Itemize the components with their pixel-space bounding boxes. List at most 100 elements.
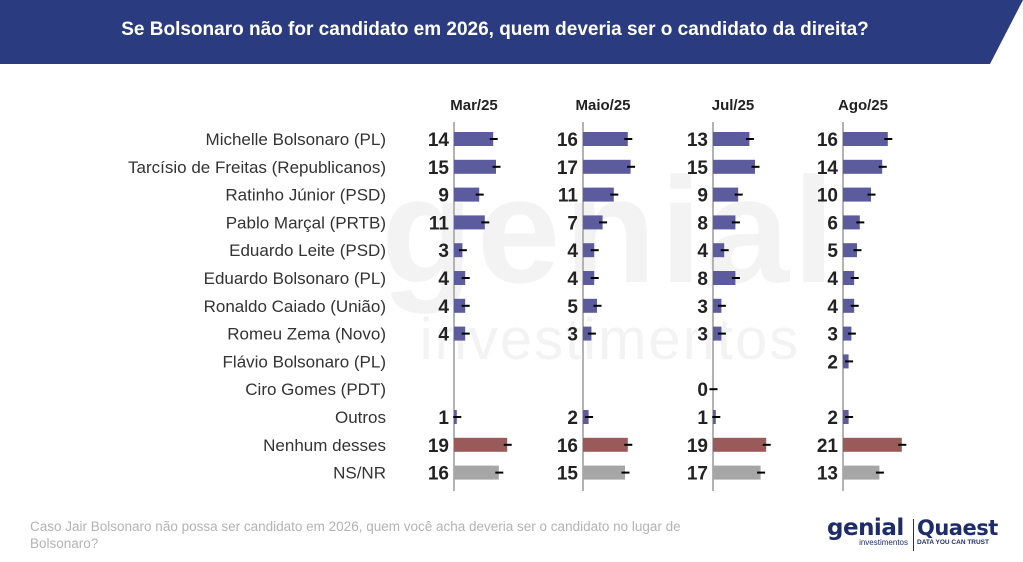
bar [843, 437, 902, 452]
bar [713, 132, 750, 146]
data-label: 8 [697, 269, 708, 290]
category-label: Ciro Gomes (PDT) [245, 380, 386, 399]
bar [583, 132, 628, 146]
bar [454, 243, 463, 258]
category-label: Eduardo Bolsonaro (PL) [204, 269, 386, 288]
bar [713, 159, 755, 174]
data-label: 14 [817, 158, 839, 179]
bar [843, 159, 883, 174]
panel-header: Mar/25 [450, 97, 498, 114]
bar [454, 271, 466, 285]
data-label: 9 [697, 186, 708, 207]
category-label: Flávio Bolsonaro (PL) [223, 352, 386, 371]
data-label: 3 [697, 297, 708, 318]
category-label: Pablo Marçal (PRTB) [226, 213, 386, 232]
data-label: 19 [428, 436, 449, 457]
data-label: 1 [438, 408, 449, 429]
data-label: 4 [438, 325, 449, 346]
bar [713, 187, 739, 202]
bar [454, 215, 485, 230]
bar [713, 437, 767, 452]
bar [454, 159, 496, 174]
bar [583, 271, 595, 285]
bar [583, 243, 595, 258]
category-label: Eduardo Leite (PSD) [229, 241, 386, 260]
data-label: 4 [438, 297, 449, 318]
header-banner [0, 0, 1023, 64]
bar [583, 187, 614, 202]
data-label: 3 [697, 325, 708, 346]
data-label: 1 [697, 408, 708, 429]
data-label: 4 [827, 297, 838, 318]
data-label: 13 [687, 130, 708, 151]
data-label: 16 [557, 130, 578, 151]
data-label: 0 [697, 380, 708, 401]
footnote: Caso Jair Bolsonaro não possa ser candid… [30, 519, 681, 551]
bar [713, 215, 736, 230]
bar [583, 159, 631, 174]
bar [454, 187, 480, 202]
data-label: 17 [557, 158, 578, 179]
chart-title: Se Bolsonaro não for candidato em 2026, … [121, 19, 869, 40]
data-label: 3 [438, 241, 449, 262]
bar [713, 271, 736, 285]
data-label: 15 [557, 464, 579, 485]
bar [454, 326, 466, 341]
data-label: 9 [438, 186, 449, 207]
data-label: 4 [567, 269, 578, 290]
data-label: 5 [827, 241, 838, 262]
category-label: Nenhum desses [263, 436, 386, 455]
data-label: 21 [817, 436, 839, 457]
data-label: 8 [697, 213, 708, 234]
bar [713, 465, 761, 480]
category-label: Tarcísio de Freitas (Republicanos) [128, 158, 386, 177]
bar [713, 298, 722, 313]
panel-header: Ago/25 [838, 97, 888, 114]
data-label: 4 [697, 241, 708, 262]
bar [843, 326, 852, 341]
category-label: Michelle Bolsonaro (PL) [206, 130, 386, 149]
bar [843, 132, 888, 146]
data-label: 17 [687, 464, 708, 485]
category-label: Romeu Zema (Novo) [227, 325, 386, 344]
data-label: 15 [428, 158, 450, 179]
bar [843, 215, 860, 230]
data-label: 14 [428, 130, 450, 151]
data-label: 2 [827, 408, 838, 429]
quaest-logo-sub: DATA YOU CAN TRUST [917, 539, 989, 546]
category-label: NS/NR [333, 464, 386, 483]
bar [454, 437, 508, 452]
data-label: 3 [567, 325, 578, 346]
data-label: 2 [827, 352, 838, 373]
panel-header: Maio/25 [575, 97, 630, 114]
bar-chart: Mar/25 Maio/25 Jul/25 Ago/25 Michelle Bolson… [128, 97, 907, 491]
data-label: 19 [687, 436, 708, 457]
quaest-logo: Quaest DATA YOU CAN TRUST [917, 515, 998, 555]
chart-header: Se Bolsonaro não for candidato em 2026, … [0, 0, 1023, 64]
bar [843, 465, 880, 480]
genial-logo-main: genial [827, 515, 904, 541]
data-label: 15 [687, 158, 709, 179]
bar [713, 326, 722, 341]
bar [843, 243, 857, 258]
category-label: Outros [335, 408, 386, 427]
bar [843, 187, 871, 202]
data-label: 16 [817, 130, 838, 151]
data-label: 2 [567, 408, 578, 429]
panel-header: Jul/25 [712, 97, 755, 114]
bar [583, 465, 625, 480]
bar [454, 465, 499, 480]
category-label: Ronaldo Caiado (União) [204, 297, 386, 316]
bar [843, 271, 855, 285]
quaest-logo-main: Quaest [917, 516, 998, 540]
data-label: 4 [567, 241, 578, 262]
data-label: 16 [557, 436, 578, 457]
data-label: 16 [428, 464, 449, 485]
bar [583, 298, 597, 313]
data-label: 7 [567, 213, 578, 234]
bar [843, 298, 855, 313]
data-label: 3 [827, 325, 838, 346]
bar [713, 243, 725, 258]
bar [454, 132, 494, 146]
category-label: Ratinho Júnior (PSD) [225, 186, 386, 205]
